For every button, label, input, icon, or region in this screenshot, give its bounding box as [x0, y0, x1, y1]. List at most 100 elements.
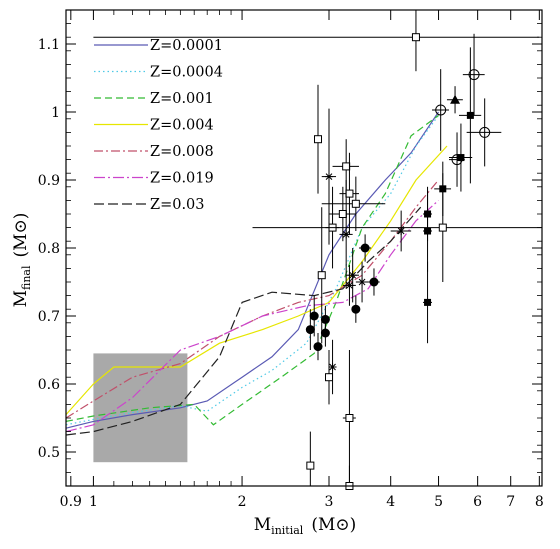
marker	[424, 227, 432, 235]
model-curve-5	[65, 199, 439, 433]
observation-point	[321, 108, 337, 245]
asterisk-stroke	[329, 363, 336, 371]
x-tick-label: 1	[89, 494, 98, 510]
observation-point	[321, 176, 386, 231]
marker	[320, 328, 330, 338]
observation-point	[317, 207, 326, 344]
marker	[466, 111, 474, 119]
observation-point	[458, 47, 482, 184]
marker	[351, 199, 360, 208]
observation-point	[446, 86, 463, 114]
shaded-region	[93, 353, 188, 463]
marker	[468, 69, 480, 81]
marker	[358, 278, 367, 286]
y-tick-label: 0.8	[38, 241, 60, 257]
observation-point	[466, 98, 502, 167]
y-tick-label: 0.7	[38, 309, 60, 325]
observation-point	[462, 33, 485, 116]
marker	[438, 223, 447, 232]
shaded-region-layer	[93, 353, 188, 463]
observation-point	[346, 248, 359, 303]
observation-point	[328, 339, 337, 395]
observation-point	[368, 268, 380, 296]
marker	[348, 271, 357, 280]
legend-label-3: Z=0.004	[150, 118, 214, 134]
marker	[342, 230, 351, 239]
model-curve-2	[65, 114, 439, 426]
marker	[450, 94, 461, 104]
x-tick-label: 8	[535, 494, 544, 510]
x-tick-label: 2	[238, 494, 247, 510]
marker	[411, 33, 420, 42]
marker	[314, 135, 323, 144]
x-tick-label: 5	[434, 494, 443, 510]
y-axis-unit: (M⊙)	[11, 213, 31, 258]
marker	[345, 281, 354, 290]
marker	[325, 373, 334, 382]
observation-point	[313, 333, 323, 361]
marker	[309, 311, 319, 321]
legend-label-0: Z=0.0001	[150, 38, 223, 54]
model-curve-0	[65, 111, 439, 429]
marker	[313, 342, 323, 352]
marker	[305, 325, 315, 335]
marker	[345, 414, 354, 422]
model-curve-6	[65, 206, 422, 436]
legend-label-6: Z=0.03	[150, 197, 205, 213]
observation-point	[93, 10, 540, 72]
y-tick-label: 0.9	[38, 173, 60, 189]
observation-point	[342, 350, 356, 486]
observation-point	[306, 431, 315, 486]
x-tick-label: 3	[325, 494, 334, 510]
marker	[306, 461, 315, 470]
x-tick-label: 4	[386, 494, 395, 510]
observation-point	[351, 295, 361, 323]
marker	[325, 172, 334, 181]
marker	[479, 126, 491, 138]
legend-label-5: Z=0.019	[150, 171, 214, 187]
asterisk-stroke	[358, 278, 366, 286]
marker	[351, 304, 361, 314]
asterisk-stroke	[325, 173, 333, 180]
y-axis-symbol: M	[11, 290, 31, 307]
asterisk-stroke	[342, 231, 350, 238]
marker	[317, 271, 326, 280]
marker	[457, 154, 465, 162]
marker	[345, 189, 354, 198]
observation-point	[329, 186, 356, 242]
observation-point	[314, 84, 323, 194]
y-tick-label: 1.1	[38, 37, 60, 53]
marker	[360, 243, 370, 253]
marker	[328, 363, 337, 371]
marker	[338, 210, 347, 218]
observation-point	[339, 180, 353, 289]
marker	[342, 162, 351, 171]
observation-point	[342, 265, 356, 306]
marker	[435, 104, 447, 116]
observation-point	[422, 190, 433, 272]
x-axis-subscript: initial	[271, 524, 304, 537]
ticks-layer: 0.9 1 2 3 4 5 6 7 8 0.5 0.6 0.7 0.8 0.9 1 1.1	[38, 10, 544, 510]
model-curve-1	[65, 115, 439, 426]
model-curves-layer	[65, 111, 448, 436]
asterisk-stroke	[346, 282, 353, 289]
x-tick-label: 7	[506, 494, 515, 510]
asterisk-stroke	[349, 271, 357, 279]
x-tick-label: 0.9	[60, 494, 82, 510]
y-tick-label: 1	[51, 105, 60, 121]
y-tick-label: 0.5	[38, 445, 60, 461]
marker	[451, 154, 463, 166]
y-axis-subscript: final	[20, 265, 33, 290]
marker	[369, 277, 379, 287]
legend-label-4: Z=0.008	[150, 144, 214, 160]
legend-label-1: Z=0.0004	[150, 65, 223, 81]
x-axis-title: Minitial (M⊙)	[254, 515, 356, 537]
observation-point	[422, 261, 433, 344]
marker	[424, 298, 432, 306]
observation-point	[358, 234, 372, 262]
y-tick-label: 0.6	[38, 377, 60, 393]
asterisk-stroke	[397, 227, 405, 235]
model-curve-3	[65, 145, 448, 416]
observation-point	[432, 69, 450, 151]
